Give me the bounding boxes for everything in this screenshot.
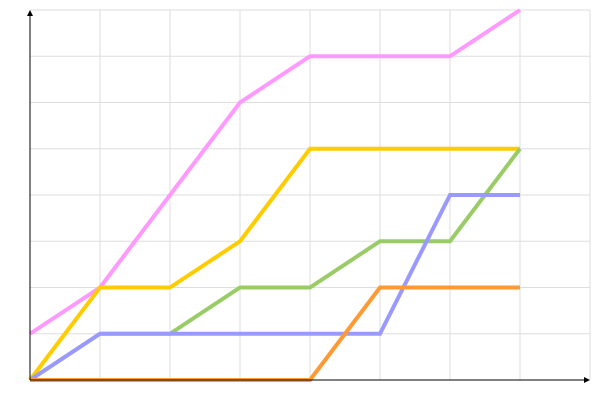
series-line-3	[28, 147, 522, 382]
series-line-4	[28, 193, 520, 382]
series-line-2	[28, 146, 520, 382]
axes	[27, 10, 590, 383]
y-axis-arrow	[27, 10, 33, 16]
x-axis-arrow	[584, 377, 590, 383]
series-line-1	[28, 8, 522, 336]
